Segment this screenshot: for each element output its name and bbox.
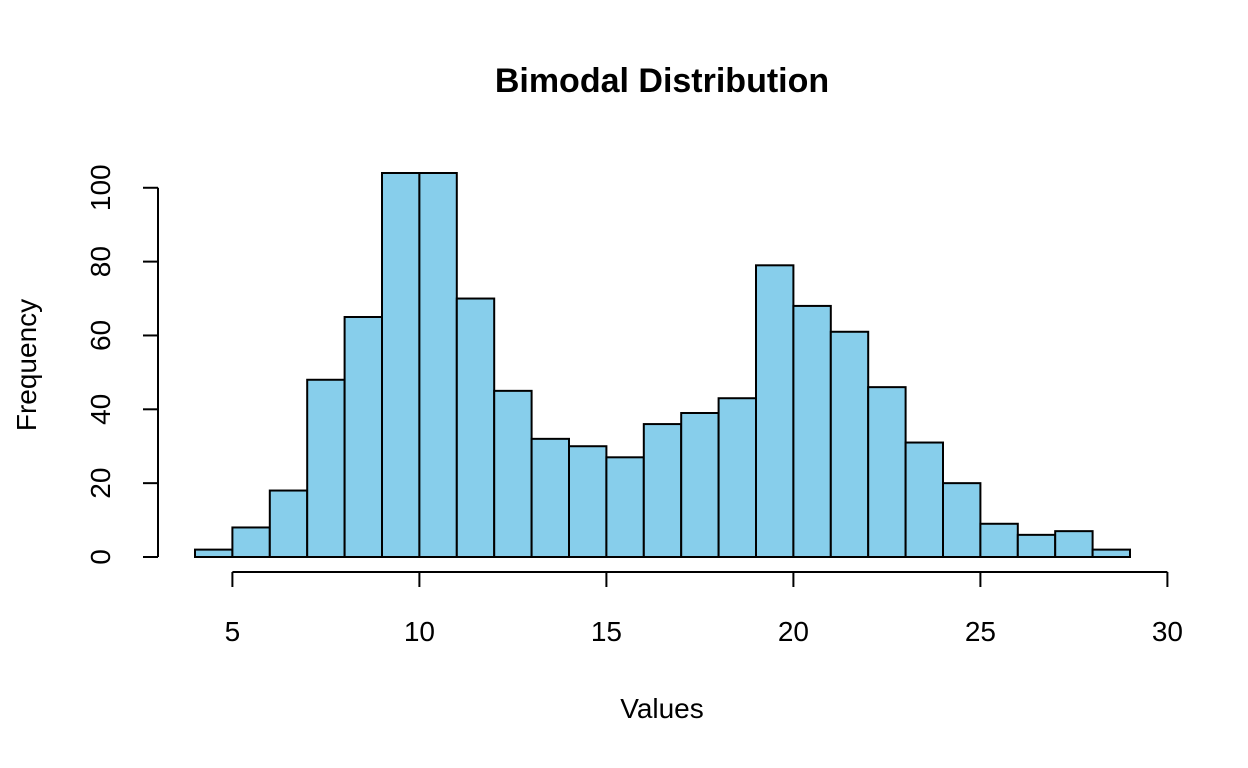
y-axis-label: Frequency	[11, 299, 42, 431]
histogram-bar	[605, 456, 645, 558]
histogram-bar	[231, 526, 271, 559]
y-tick-label: 100	[85, 164, 116, 211]
histogram-bar	[343, 316, 384, 558]
histogram-bar	[1016, 533, 1057, 558]
x-axis-label: Values	[620, 693, 704, 724]
histogram-bar	[904, 441, 944, 558]
histogram-bar	[530, 437, 570, 559]
x-tick-label: 25	[965, 616, 996, 647]
histogram-bar	[979, 522, 1019, 558]
y-tick-label: 40	[85, 394, 116, 425]
x-tick-label: 15	[591, 616, 622, 647]
y-tick-label: 80	[85, 246, 116, 277]
x-tick-label: 20	[778, 616, 809, 647]
histogram-bar	[755, 264, 795, 558]
histogram-bar	[455, 297, 496, 558]
histogram-bar	[1091, 548, 1131, 558]
histogram-bar	[418, 172, 458, 558]
histogram-bar	[568, 445, 608, 559]
chart-title: Bimodal Distribution	[495, 62, 829, 100]
y-tick-label: 20	[85, 468, 116, 499]
histogram-bar	[680, 412, 720, 558]
x-tick-label: 30	[1152, 616, 1183, 647]
x-axis: 5 10 15 20 25 30	[225, 571, 1183, 647]
histogram-bar	[867, 386, 907, 558]
y-tick-label: 0	[85, 549, 116, 565]
x-tick-label: 10	[404, 616, 435, 647]
x-tick-label: 5	[225, 616, 241, 647]
histogram-bar	[642, 423, 683, 559]
histogram-bar	[268, 489, 309, 558]
histogram-bar	[1054, 530, 1094, 559]
histogram-bar	[717, 397, 757, 558]
histogram-bar	[792, 304, 832, 558]
histogram-bar	[306, 378, 346, 558]
histogram-bars	[194, 172, 1131, 559]
histogram-bar	[942, 482, 982, 558]
histogram-bar	[194, 548, 234, 558]
histogram-bar	[493, 389, 533, 558]
histogram-bar	[829, 330, 870, 558]
y-tick-label: 60	[85, 320, 116, 351]
y-axis: 0 20 40 60 80 100	[85, 164, 159, 565]
histogram-bar	[381, 172, 421, 558]
